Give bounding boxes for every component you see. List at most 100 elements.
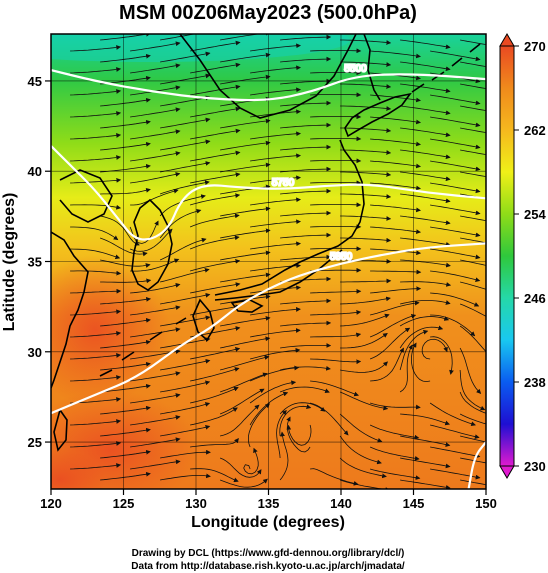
streamline-134 — [129, 228, 173, 252]
streamline-149 — [189, 258, 241, 272]
warm-region-south — [51, 390, 200, 489]
ryukyu-islands — [99, 317, 187, 377]
colorbar-bottom-arrow — [499, 465, 515, 479]
streamline-274 — [130, 459, 181, 470]
streamline-55 — [430, 116, 481, 128]
streamline-138 — [370, 248, 422, 256]
streamline-168 — [100, 296, 151, 305]
streamline-202 — [459, 347, 482, 394]
streamline-117 — [400, 215, 451, 225]
streamline-283 — [279, 431, 289, 481]
streamline-125 — [430, 226, 481, 238]
streamline-41 — [430, 94, 481, 106]
streamline-107 — [189, 193, 241, 206]
streamline-127 — [159, 208, 202, 239]
streamline-195 — [430, 336, 454, 375]
streamline-20 — [460, 61, 486, 68]
streamline-228 — [339, 391, 389, 411]
streamline-235 — [309, 402, 349, 436]
colorbar-label: 254 — [524, 207, 546, 222]
streamline-68 — [370, 138, 421, 147]
streamline-208 — [369, 327, 411, 360]
x-tick-label: 145 — [403, 496, 425, 511]
streamline-116 — [340, 215, 392, 221]
streamline-205 — [190, 347, 241, 360]
streamline-156 — [220, 272, 271, 283]
streamline-280 — [100, 471, 151, 481]
streamline-137 — [310, 246, 362, 252]
streamline-115 — [280, 210, 332, 217]
streamline-24 — [250, 65, 301, 74]
china-coast — [51, 231, 89, 389]
streamline-131 — [400, 237, 451, 247]
streamline-5 — [400, 39, 451, 50]
streamline-211 — [160, 358, 211, 371]
streamline-65 — [190, 128, 241, 140]
streamline-106 — [130, 188, 179, 206]
streamline-50 — [130, 107, 181, 118]
streamline-94 — [250, 175, 301, 184]
streamline-58 — [220, 118, 271, 129]
streamline-174 — [459, 303, 486, 317]
streamline-188 — [459, 325, 486, 353]
streamline-97 — [430, 182, 481, 194]
streamline-2 — [220, 34, 271, 41]
streamline-192 — [250, 328, 301, 338]
streamline-198 — [220, 336, 271, 349]
streamline-39 — [310, 92, 362, 98]
streamline-207 — [310, 358, 362, 365]
streamline-189 — [70, 331, 122, 338]
streamline-162 — [130, 282, 181, 294]
streamline-278 — [369, 468, 421, 481]
streamline-172 — [340, 296, 391, 305]
colorbar-ticks — [514, 45, 519, 467]
streamline-180 — [370, 300, 420, 316]
streamline-157 — [280, 276, 332, 283]
streamline-264 — [369, 446, 420, 461]
streamline-111 — [430, 204, 481, 216]
streamline-277 — [310, 468, 359, 486]
streamline-154 — [100, 278, 152, 284]
y-tick-label: 25 — [28, 435, 42, 450]
streamline-255 — [279, 404, 312, 437]
streamline-135 — [189, 235, 240, 250]
streamline-16 — [220, 52, 271, 63]
streamline-71 — [160, 139, 211, 151]
streamline-260 — [130, 437, 181, 448]
streamline-275 — [190, 468, 239, 483]
streamline-238 — [100, 405, 151, 415]
streamline-77 — [70, 155, 122, 162]
japan-honshu-coast — [214, 139, 365, 296]
streamline-181 — [430, 314, 476, 337]
streamline-249 — [286, 424, 312, 446]
streamline-206 — [250, 347, 301, 360]
streamline-224 — [100, 383, 151, 393]
streamline-269 — [276, 410, 287, 459]
streamline-48 — [460, 105, 486, 112]
colorbar: 270 262 254 246 238 230 — [499, 33, 546, 479]
streamline-282 — [219, 478, 268, 488]
streamline-76 — [460, 149, 486, 156]
streamline-21 — [70, 67, 122, 74]
streamline-160 — [460, 281, 486, 290]
streamline-273 — [70, 463, 122, 470]
contour-line-3 — [467, 441, 486, 489]
streamline-242 — [339, 413, 383, 443]
hokkaido-coast — [344, 92, 412, 138]
streamline-43 — [160, 95, 211, 107]
streamline-118 — [460, 215, 486, 222]
streamline-219 — [190, 367, 240, 382]
streamline-110 — [370, 204, 421, 213]
streamline-232 — [130, 393, 181, 404]
colorbar-label: 246 — [524, 291, 546, 306]
streamline-263 — [286, 416, 311, 453]
streamline-175 — [70, 309, 122, 316]
streamline-7 — [70, 45, 122, 52]
x-tick-label: 120 — [40, 496, 62, 511]
streamline-166 — [370, 286, 422, 294]
streamline-183 — [160, 315, 211, 327]
x-tick-label: 130 — [185, 496, 207, 511]
streamline-74 — [340, 149, 392, 155]
streamline-240 — [219, 388, 265, 415]
streamline-158 — [340, 278, 392, 284]
